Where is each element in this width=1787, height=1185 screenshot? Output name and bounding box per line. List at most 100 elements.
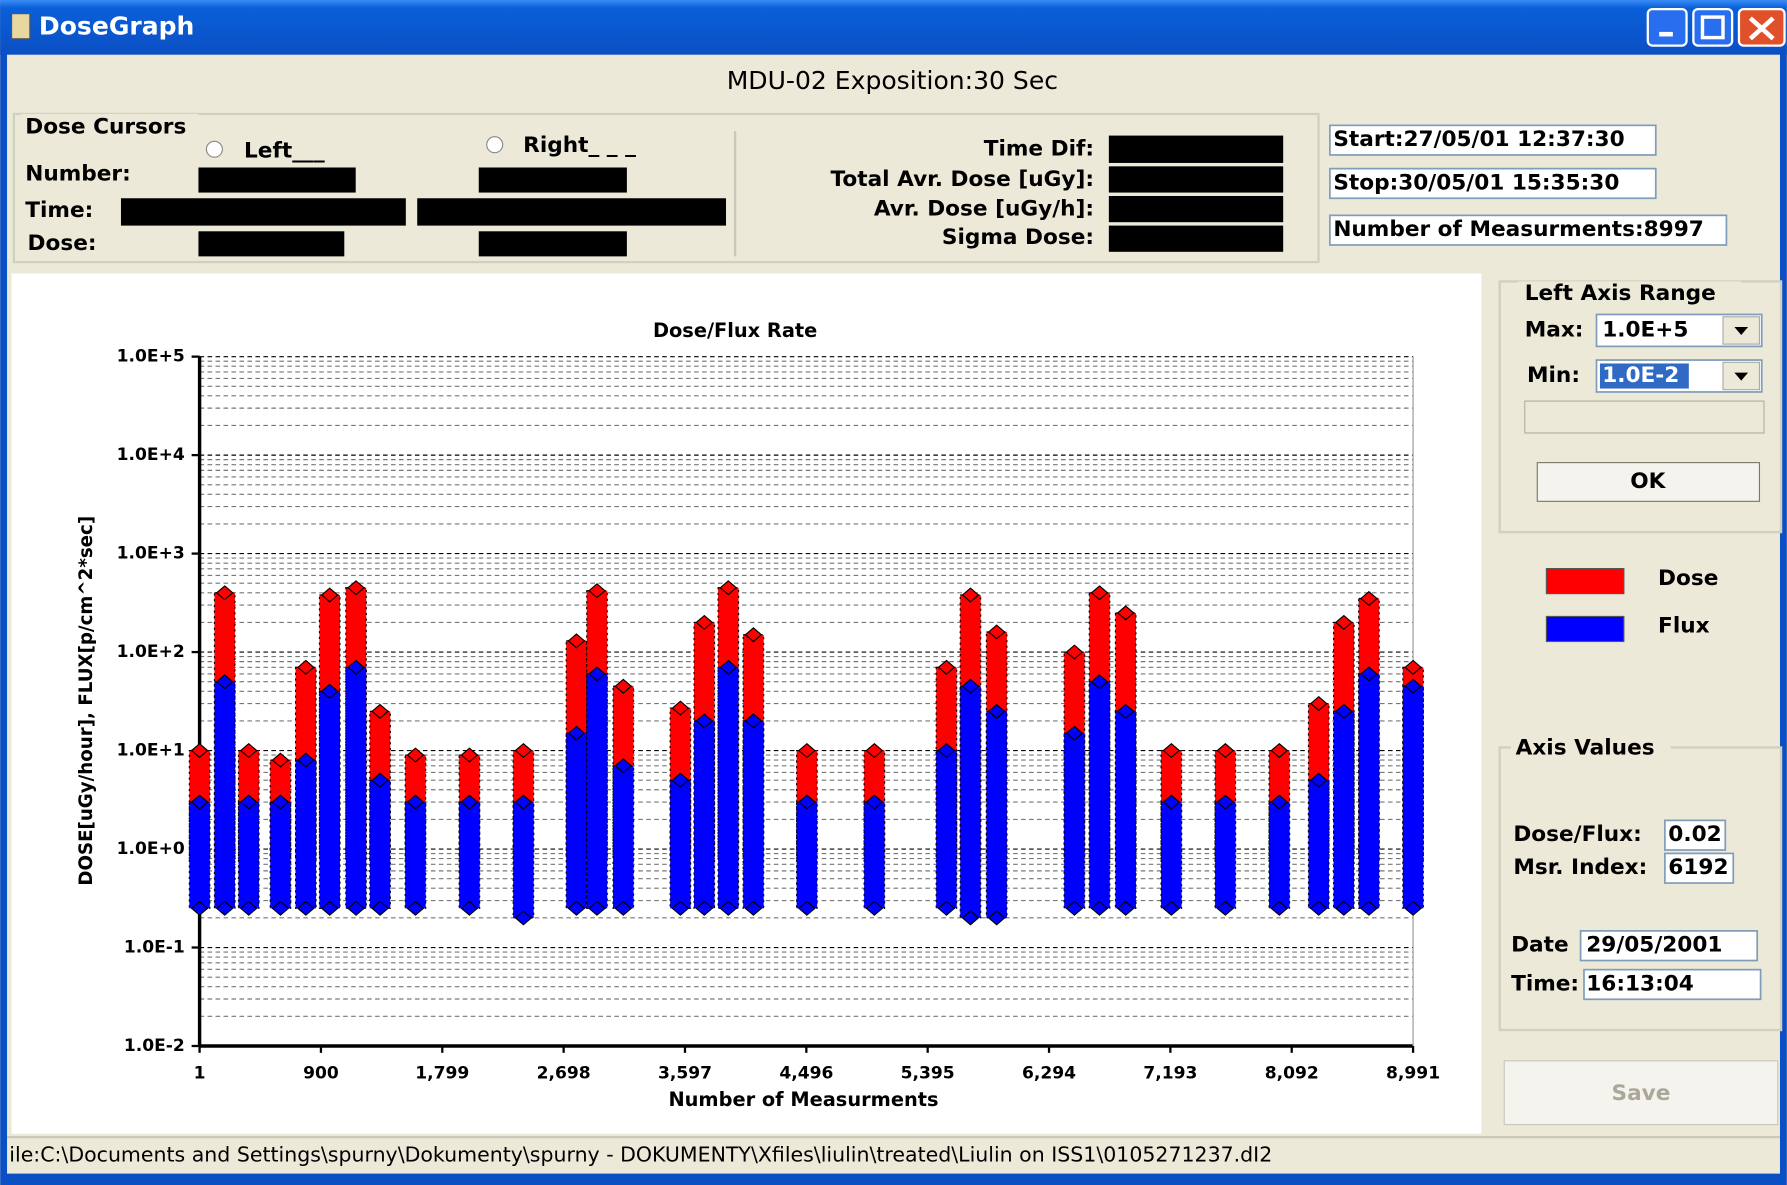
stat-field [1108,135,1284,163]
data-point [695,614,714,631]
data-point [865,900,884,916]
data-point [460,794,479,810]
field-value: 6192 [1668,855,1728,880]
x-axis-label: Number of Measurments [668,1088,938,1111]
app-icon [11,13,31,40]
data-point [865,742,884,759]
data-column [188,801,211,909]
data-point [937,742,956,759]
y-tick-label: 1.0E+4 [117,445,185,465]
radio-left[interactable] [205,140,223,158]
data-point [671,700,690,716]
data-point [190,742,209,759]
data-point [1065,900,1084,916]
data-point [961,678,980,694]
title-bar [0,0,1787,55]
field-label: Date [1511,933,1569,958]
data-point [1309,695,1328,712]
data-point [1162,794,1181,810]
data-point [514,794,533,810]
data-point [215,900,234,916]
data-column [1088,681,1111,909]
field-value: 16:13:04 [1586,971,1694,996]
data-point [719,580,738,596]
data-column [269,801,292,909]
data-column [565,732,588,909]
button-label[interactable]: OK [1630,469,1666,494]
data-point [1065,725,1084,741]
data-column [742,720,765,909]
y-tick-label: 1.0E+2 [117,642,185,662]
data-point [1090,585,1109,601]
data-point [271,900,290,916]
button-label[interactable]: Save [1611,1081,1670,1106]
data-column [796,801,818,909]
stat-field [1108,195,1284,223]
data-point [798,794,816,810]
radio-label[interactable]: Right_ _ _ [523,133,636,158]
data-point [937,659,956,675]
group-title-bg [20,113,199,137]
field-label: Min: [1527,363,1580,388]
data-point [1116,900,1135,916]
data-point [271,752,290,768]
data-column [586,673,608,909]
data-point [1116,703,1135,719]
save-button[interactable] [1503,1060,1779,1126]
data-point [296,659,315,675]
group-title: Dose Cursors [25,115,186,140]
legend-swatch [1545,568,1625,595]
y-tick-label: 1.0E+5 [117,347,185,367]
data-column [1268,801,1291,909]
radio-label[interactable]: Left___ [244,139,325,164]
data-column [294,759,317,909]
data-point [937,900,956,916]
group-title-bg [1511,738,1671,762]
data-column [318,690,341,909]
stat-field [1108,225,1284,252]
dropdown-arrow [1734,327,1749,335]
dropdown-button[interactable] [1722,316,1761,345]
data-column [1358,673,1380,909]
value-field [198,167,356,193]
data-point [695,900,714,916]
data-point [371,703,389,719]
data-point [239,794,258,810]
x-tick-label: 8,991 [1386,1063,1440,1083]
data-point [406,794,425,810]
x-tick-label: 1,799 [415,1063,469,1083]
data-point [215,674,234,690]
data-point [1404,678,1422,694]
legend-swatch [1545,615,1625,643]
maximize-glyph [1700,15,1725,40]
group-title: Axis Values [1516,736,1655,761]
data-point [406,747,425,763]
minimize-button[interactable] [1646,7,1688,47]
data-point [719,659,738,675]
data-point [1116,605,1135,621]
data-point [320,900,339,916]
data-point [1360,590,1378,607]
value-field [417,198,727,226]
y-tick-label: 1.0E+1 [117,741,185,761]
x-tick-label: 8,092 [1265,1063,1319,1083]
data-point [588,583,606,599]
data-column [1160,801,1183,909]
stat-label: Time Dif: [984,136,1094,161]
radio-right[interactable] [486,136,504,154]
chart: Dose/Flux Rate Number of Measurments DOSE[… [76,319,1440,1111]
maximize-button[interactable] [1692,7,1734,47]
dose-cursors-group [12,112,1320,264]
ok-button[interactable] [1536,462,1761,502]
field-label: Time: [1511,971,1579,996]
data-point [347,659,365,675]
data-point [567,725,586,741]
field-label: Msr. Index: [1513,855,1647,880]
info-text: Number of Measurments:8997 [1333,217,1704,242]
data-column [693,720,716,909]
data-point [614,900,633,916]
data-point [1309,772,1328,788]
field-value: 0.02 [1668,822,1721,847]
y-axis-label: DOSE[uGy/hour], FLUX[p/cm^2*sec] [76,516,97,886]
data-column [1063,732,1086,909]
